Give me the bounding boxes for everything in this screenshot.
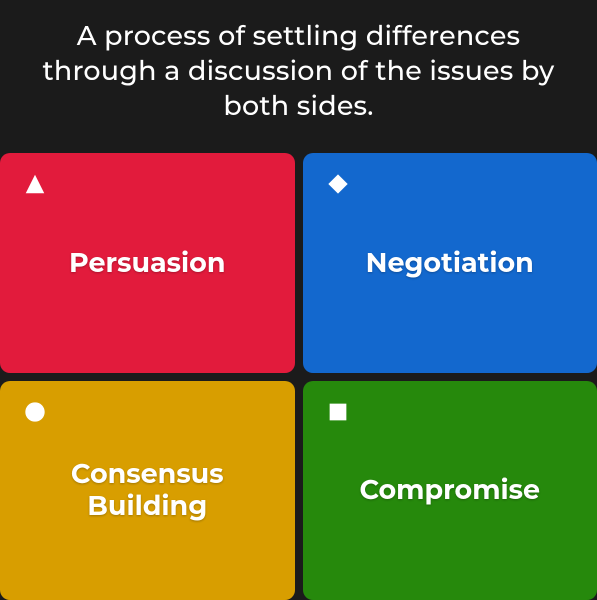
- diamond-icon: [325, 171, 351, 197]
- triangle-icon: [22, 171, 48, 197]
- answer-label: Compromise: [341, 474, 558, 506]
- answer-label: Consensus Building: [53, 458, 242, 523]
- answer-label: Persuasion: [51, 247, 244, 279]
- answer-card-persuasion[interactable]: Persuasion: [0, 153, 295, 372]
- square-icon: [325, 399, 351, 425]
- answer-card-negotiation[interactable]: Negotiation: [303, 153, 597, 372]
- question-text: A process of settling differences throug…: [24, 18, 573, 123]
- circle-icon: [22, 399, 48, 425]
- answer-card-consensus[interactable]: Consensus Building: [0, 381, 295, 600]
- answer-card-compromise[interactable]: Compromise: [303, 381, 597, 600]
- answer-label: Negotiation: [348, 247, 552, 279]
- quiz-root: A process of settling differences throug…: [0, 0, 597, 600]
- question-region: A process of settling differences throug…: [0, 0, 597, 153]
- answers-grid: Persuasion Negotiation Consensus Buildin…: [0, 153, 597, 600]
